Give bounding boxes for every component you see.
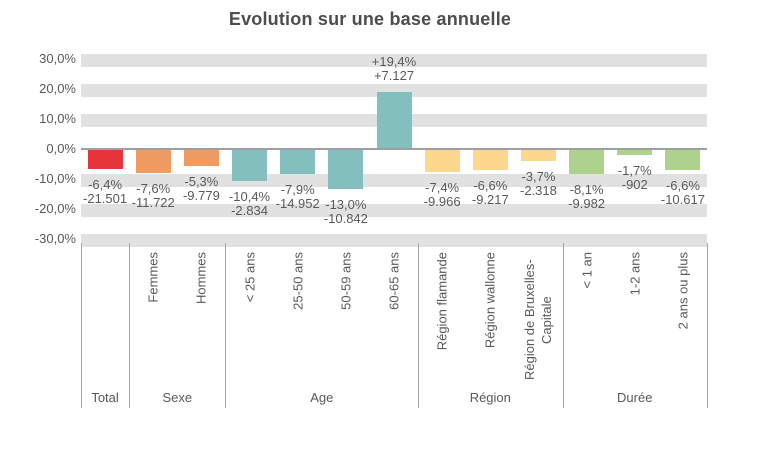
bar [87,150,123,170]
category-label: Région de Bruxelles-Capitale [522,259,555,381]
group-separator [81,243,82,408]
bar [280,150,316,174]
bar-percent-label: +19,4% [371,53,417,69]
grid-band [81,53,707,67]
bar-absolute-label: -9.966 [423,194,461,210]
bar-value-label: -6,4% -21.501 [45,178,165,206]
group-separator [563,243,564,408]
bar [183,150,219,166]
bar-value-label: -7,6% -11.722 [93,180,213,210]
y-axis-tick-label: 0,0% [46,141,76,156]
bar-absolute-label: -9.217 [471,191,509,207]
bar-absolute-label: +7.127 [373,67,415,83]
x-axis-zero-line [81,148,707,150]
bar-absolute-label: -10.842 [323,211,368,226]
bar [569,150,605,175]
category-label: < 25 ans [242,252,258,303]
bar-value-label: -7,4% -9.966 [382,181,502,209]
bar-absolute-label: -2.318 [520,183,557,199]
group-label: Durée [617,390,653,405]
bar-value-label: -6,6% -9.217 [430,177,550,207]
category-label: 2 ans ou plus [675,252,691,330]
bar-percent-label: -5,3% [184,173,219,189]
bar-percent-label: -7,4% [425,180,460,196]
bar-value-label: -3,7% -2.318 [478,170,598,198]
bar-absolute-label: -21.501 [83,191,128,207]
y-axis-tick-label: -10,0% [34,171,76,186]
bar-absolute-label: -902 [621,177,648,193]
chart-title: Evolution sur une base annuelle [228,9,512,29]
bar-percent-label: -7,9% [280,181,315,197]
y-axis-tick-label: 20,0% [39,81,76,96]
group-separator [225,243,226,408]
grid-band [81,233,707,247]
bar-value-label: -6,6% -10.617 [623,177,743,207]
bar-value-label: -7,9% -14.952 [238,181,358,211]
bar-value-label: -10,4% -2.834 [190,190,310,218]
group-label: Région [469,390,511,405]
category-label: 60-65 ans [386,252,402,310]
y-axis-tick-label: 30,0% [39,51,76,66]
bar-absolute-label: -10.617 [660,191,705,207]
bar-percent-label: -6,6% [665,177,700,193]
bar-percent-label: -10,4% [228,189,271,205]
bar [135,150,171,173]
bar-percent-label: -6,6% [473,177,508,193]
bar-value-label: -13,0% -10.842 [286,198,406,226]
group-label: Age [310,390,334,405]
bar [472,150,508,170]
bar-percent-label: -1,7% [617,163,652,179]
bar [424,150,460,173]
bar-absolute-label: -2.834 [231,203,268,219]
bar-percent-label: -8,1% [569,182,604,198]
bar [665,150,701,170]
bar-absolute-label: -9.982 [568,196,606,212]
y-axis-tick-label: -20,0% [34,201,76,216]
y-axis-tick-label: 10,0% [39,111,76,126]
bar [520,150,556,162]
bar-absolute-label: -14.952 [275,195,320,211]
bar-value-label: -5,3% -9.779 [141,173,261,203]
bar-value-label: +19,4% +7.127 [334,53,454,83]
category-label: < 1 an [579,252,595,289]
bar-percent-label: -6,4% [88,177,123,193]
bar-value-label: -1,7% -902 [575,164,695,192]
bar [376,91,412,150]
bar [232,150,268,182]
bar-absolute-label: -9.779 [182,187,220,203]
bar-percent-label: -13,0% [325,197,367,212]
grid-band [81,83,707,97]
category-label: Hommes [193,252,209,305]
bar-absolute-label: -11.722 [131,194,175,210]
category-label: Femmes [145,252,161,303]
y-axis-tick-label: -30,0% [34,231,76,246]
bar-percent-label: -3,7% [521,169,556,185]
bar-percent-label: -7,6% [136,180,171,196]
category-label: 25-50 ans [290,252,306,310]
category-label: Région flamande [434,252,450,351]
group-label: Total [91,390,119,405]
group-separator [418,243,419,408]
category-label: 1-2 ans [627,252,643,296]
group-label: Sexe [162,390,193,405]
group-separator [129,243,130,408]
grid-band [81,203,707,217]
category-label: 50-59 ans [338,252,354,310]
group-separator [707,243,708,408]
bar-value-label: -8,1% -9.982 [527,183,647,211]
bar [617,150,653,156]
bar [328,150,364,189]
category-label: Région wallonne [482,252,498,349]
